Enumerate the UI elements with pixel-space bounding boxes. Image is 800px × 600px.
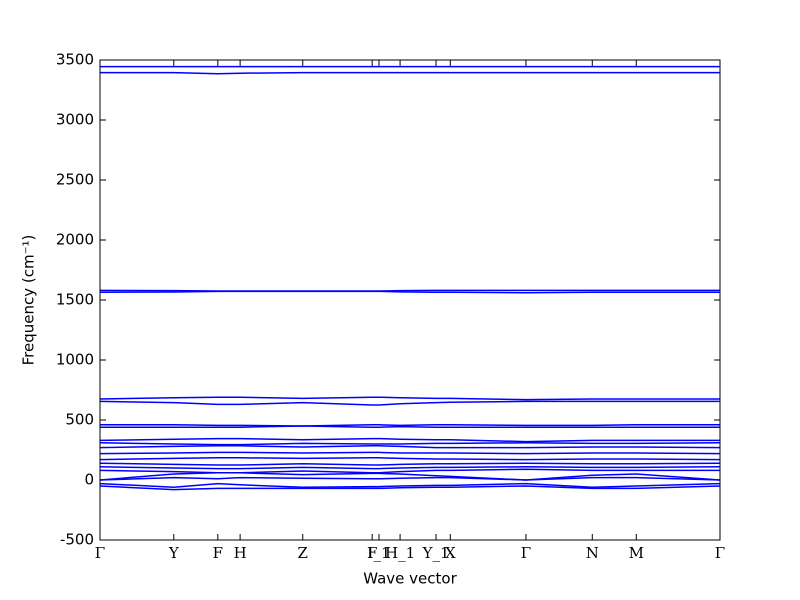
band-line — [99, 476, 721, 481]
y-tick-label: 3500 — [56, 51, 94, 69]
band-line — [99, 445, 721, 449]
y-tick-label: 1500 — [56, 291, 94, 309]
band-line — [99, 462, 721, 466]
y-tick-label: 1000 — [56, 351, 94, 369]
y-tick-label: 500 — [65, 411, 94, 429]
y-tick-label: -500 — [60, 531, 94, 549]
x-tick-label: Γ — [715, 544, 725, 562]
y-tick-label: 2000 — [56, 231, 94, 249]
band-line — [100, 425, 720, 428]
x-tick-label: Y — [168, 544, 180, 562]
x-tick-label: I_1 — [368, 544, 391, 562]
band-line — [100, 71, 720, 75]
band-line — [99, 442, 721, 446]
band-line — [99, 289, 720, 292]
y-axis-title: Frequency (cm⁻¹) — [20, 235, 38, 366]
band-line — [99, 290, 720, 294]
x-tick-label: X — [445, 544, 456, 562]
plot-frame — [99, 59, 721, 541]
x-tick-label: N — [586, 544, 599, 562]
band-line — [99, 457, 721, 461]
band-line — [99, 451, 721, 455]
x-axis-title: Wave vector — [363, 570, 457, 588]
y-tick-label: 3000 — [56, 111, 94, 129]
x-tick-label: Y_1 — [422, 544, 450, 562]
band-line — [99, 400, 720, 406]
band-line — [99, 485, 721, 491]
x-tick-label: Γ — [521, 544, 531, 562]
x-tick-label: H — [234, 544, 247, 562]
x-tick-label: H_1 — [385, 544, 415, 562]
band-line — [99, 472, 721, 481]
x-tick-label: Z — [298, 544, 308, 562]
y-tick-label: 2500 — [56, 171, 94, 189]
x-tick-label: M — [629, 544, 644, 562]
band-line — [99, 466, 721, 470]
x-tick-label: F — [367, 544, 377, 562]
band-line — [99, 437, 720, 443]
x-tick-label: Γ — [95, 544, 105, 562]
band-line — [100, 424, 720, 427]
y-tick-label: 0 — [84, 471, 94, 489]
x-tick-label: F — [213, 544, 223, 562]
band-line — [99, 396, 720, 401]
band-line — [99, 482, 721, 488]
